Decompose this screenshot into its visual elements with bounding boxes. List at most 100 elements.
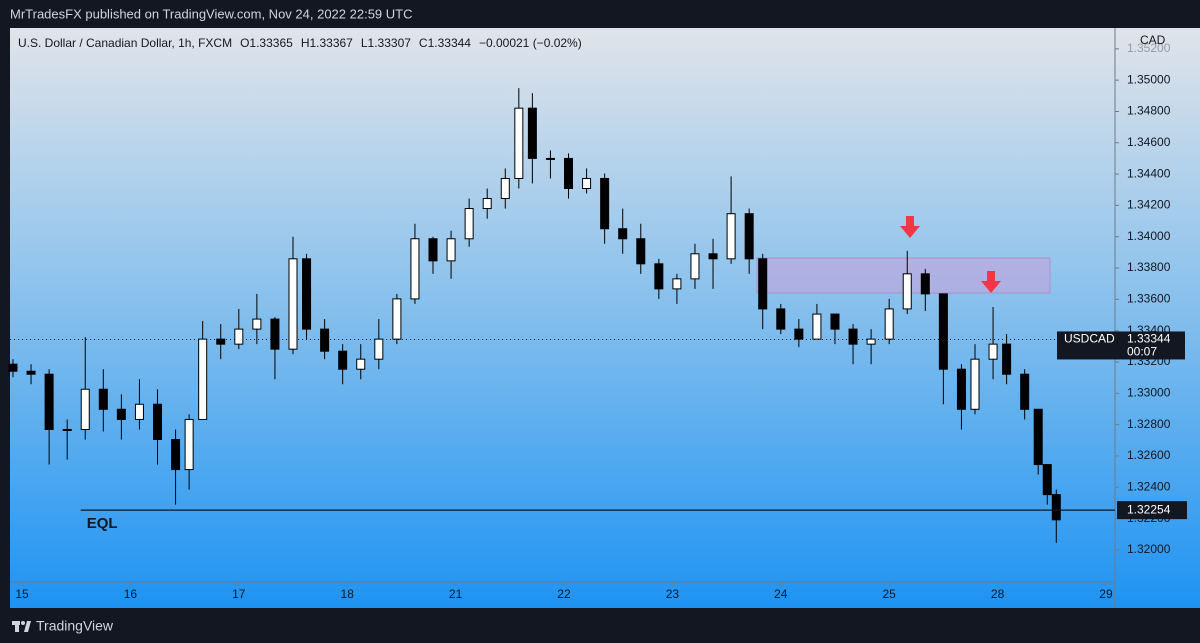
candle-body [288, 258, 298, 350]
x-tick-label: 22 [557, 587, 571, 601]
candle-body [794, 328, 804, 340]
x-tick-label: 17 [232, 587, 246, 601]
y-tick-label: 1.32600 [1127, 448, 1171, 462]
y-tick-label: 1.34400 [1127, 166, 1171, 180]
candle-body [564, 157, 574, 190]
y-tick-label: 1.35200 [1127, 41, 1171, 55]
candle-body [545, 157, 555, 160]
candle-body [374, 338, 384, 360]
candle-body [776, 308, 786, 330]
y-tick-label: 1.34800 [1127, 104, 1171, 118]
candle-body [116, 408, 126, 420]
candle-body [988, 343, 998, 360]
candle-body [726, 213, 736, 260]
candle-body [920, 273, 930, 295]
candle-body [654, 263, 664, 290]
logo [12, 621, 31, 632]
candle-body [338, 350, 348, 370]
legend-item: −0.00021 (−0.02%) [478, 36, 582, 50]
x-tick-label: 15 [15, 587, 29, 601]
legend-item: U.S. Dollar / Canadian Dollar, 1h, FXCM [18, 36, 233, 50]
candle-body [708, 253, 718, 260]
candle-body [44, 373, 54, 430]
x-tick-label: 23 [666, 587, 680, 601]
eql-price-label: 1.32254 [1127, 502, 1171, 516]
candle-body [171, 439, 181, 471]
candle-body [884, 308, 894, 340]
candle-body [98, 388, 108, 410]
candle-body [1051, 494, 1061, 521]
candle-body [320, 328, 330, 352]
y-tick-label: 1.34600 [1127, 135, 1171, 149]
x-tick-label: 21 [449, 587, 463, 601]
y-tick-label: 1.32800 [1127, 417, 1171, 431]
y-tick-label: 1.35000 [1127, 72, 1171, 86]
x-tick-label: 25 [882, 587, 896, 601]
legend-item: O1.33365 [240, 36, 293, 50]
candle-body [464, 208, 474, 240]
x-tick-label: 16 [124, 587, 138, 601]
y-tick-label: 1.34000 [1127, 229, 1171, 243]
eql-label: EQL [87, 515, 118, 532]
candle-body [582, 177, 592, 190]
countdown: 00:07 [1127, 345, 1157, 359]
candle-body [830, 313, 840, 330]
candle-body [744, 213, 754, 260]
candle-body [216, 338, 226, 345]
candle-body [500, 177, 510, 200]
candle-body [252, 318, 262, 330]
x-tick-label: 29 [1099, 587, 1113, 601]
chart-background [10, 28, 1200, 608]
candle-body [1042, 464, 1052, 496]
arrow [981, 271, 1001, 293]
candle-body [956, 368, 966, 410]
candle-body [690, 253, 700, 280]
arrow [900, 216, 920, 238]
candle-body [848, 328, 858, 345]
eql-price-tag [1117, 501, 1187, 520]
candle-body [234, 328, 244, 345]
candle-body [184, 418, 194, 471]
legend-item: L1.33307 [360, 36, 411, 50]
candle-body [636, 238, 646, 265]
candle-body [8, 363, 18, 372]
candle-body [153, 403, 163, 441]
candle-body [812, 313, 822, 340]
candle-body [62, 428, 72, 431]
candle-body [134, 403, 144, 420]
candle-body [600, 177, 610, 230]
x-tick-label: 28 [991, 587, 1005, 601]
candle-body [428, 238, 438, 262]
candle-body [866, 338, 876, 345]
y-tick-label: 1.32000 [1127, 542, 1171, 556]
candle-body [1002, 343, 1012, 375]
last-price-tag [1057, 331, 1185, 360]
x-tick-label: 18 [341, 587, 355, 601]
candle-body [270, 318, 280, 350]
y-tick-label: 1.34200 [1127, 198, 1171, 212]
candle-body [514, 107, 524, 179]
candle-body [392, 298, 402, 340]
candle-body [80, 388, 90, 430]
y-tick-label: 1.33800 [1127, 260, 1171, 274]
candle-body [618, 228, 628, 240]
candle-body [356, 358, 366, 370]
symbol-label: USDCAD [1064, 332, 1115, 346]
candle-body [902, 273, 912, 310]
brand: TradingView [36, 618, 114, 634]
candle-body [482, 198, 492, 210]
candle-body [938, 293, 948, 370]
legend: U.S. Dollar / Canadian Dollar, 1h, FXCM O… [18, 36, 582, 50]
candle-body [758, 258, 768, 310]
candle-body [1020, 373, 1030, 410]
y-tick-label: 1.33600 [1127, 292, 1171, 306]
candle-body [302, 258, 312, 330]
publisher: MrTradesFX published on TradingView.com,… [10, 6, 413, 21]
last-price-label: 1.33344 [1127, 332, 1171, 346]
candle-body [410, 238, 420, 300]
y-tick-label: 1.32400 [1127, 479, 1171, 493]
candle-body [198, 338, 208, 420]
y-tick-label: 1.33000 [1127, 385, 1171, 399]
